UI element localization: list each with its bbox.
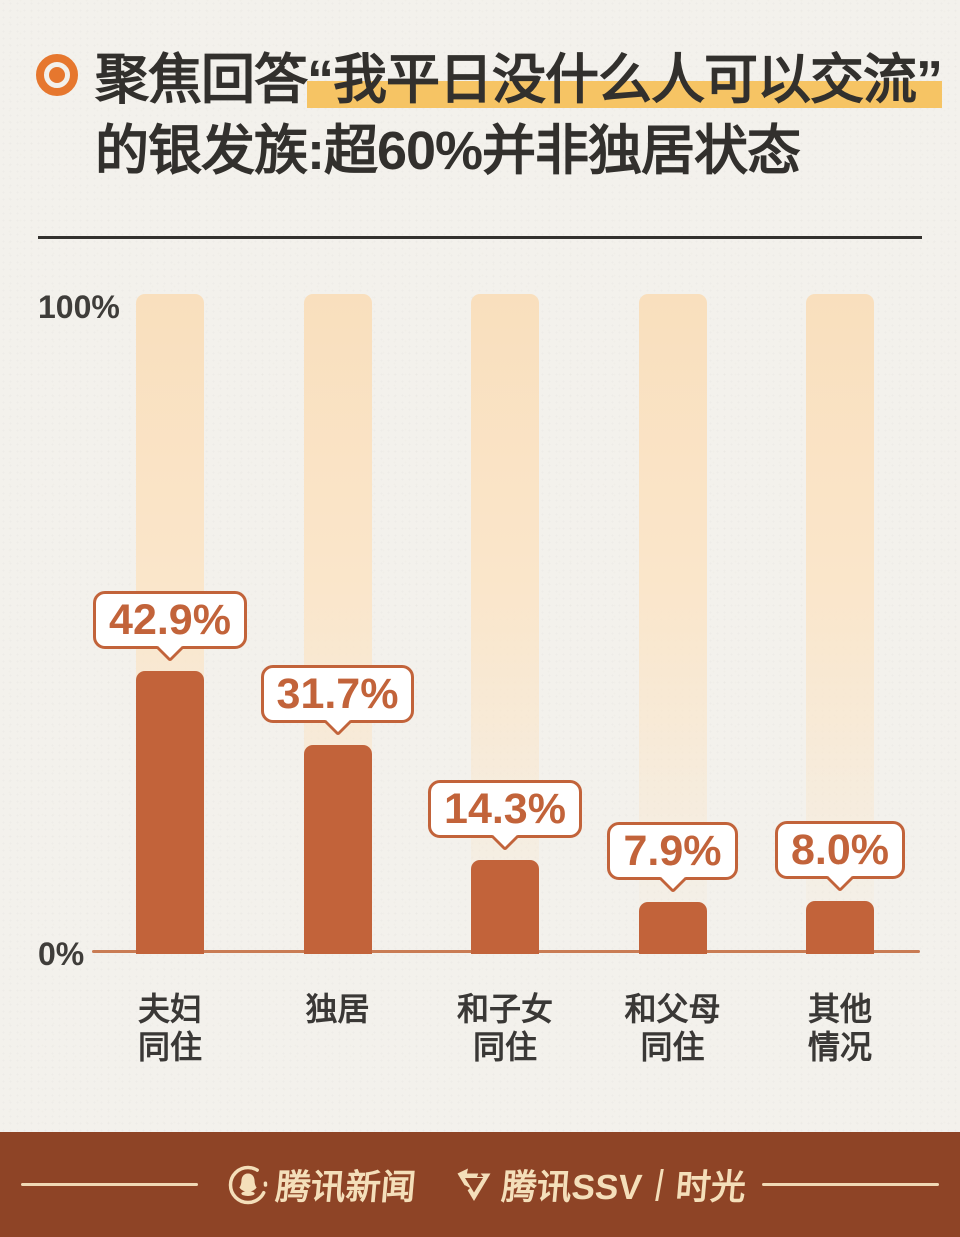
bar-track — [471, 294, 539, 954]
value-callout: 8.0% — [755, 821, 925, 893]
tencent-news-label: 腾讯新闻 — [274, 1168, 418, 1207]
tencent-ssv-logo-icon — [457, 1168, 491, 1201]
bar — [303, 744, 372, 954]
bullseye-dot — [49, 67, 65, 83]
chart-column-5: 8.0% — [755, 294, 925, 954]
bar — [638, 901, 707, 954]
category-label: 和子女 同住 — [456, 991, 553, 1065]
bar — [471, 859, 539, 954]
value-callout: 42.9% — [85, 590, 255, 663]
footer: 腾讯新闻 腾讯SSV 时光 — [0, 1132, 960, 1237]
footer-left-rule — [21, 1183, 199, 1186]
plot-area: 42.9% 31.7% 14.3% 7.9% 8.0% — [0, 294, 960, 954]
title-line1-prefix: 聚焦回答 — [95, 50, 308, 110]
page-title: 聚焦回答“我平日没什么人可以交流” 的银发族:超60%并非独居状态 — [95, 45, 957, 187]
chart-column-4: 7.9% — [588, 294, 758, 954]
bar — [806, 901, 874, 954]
category-label: 其他 情况 — [807, 991, 872, 1065]
y-axis-label-0: 0% — [38, 936, 85, 972]
value-callout: 14.3% — [420, 779, 590, 851]
value-callout: 31.7% — [253, 664, 423, 736]
category-label: 独居 — [305, 991, 370, 1027]
tencent-news-logo-icon — [229, 1165, 268, 1204]
chart-column-3: 14.3% — [420, 294, 590, 954]
bar — [136, 670, 204, 954]
bullseye-icon — [36, 54, 78, 96]
chart-column-1: 42.9% — [85, 294, 255, 954]
category-label: 夫妇 同住 — [137, 991, 202, 1065]
title-line2: 的银发族:超60%并非独居状态 — [95, 121, 801, 181]
footer-right-rule — [761, 1183, 939, 1186]
shiguang-label: 时光 — [673, 1168, 747, 1207]
footer-separator — [654, 1168, 664, 1201]
title-divider — [38, 236, 922, 239]
title-line1-highlight: “我平日没什么人可以交流” — [307, 50, 943, 110]
category-labels: 夫妇 同住 独居 和子女 同住 和父母 同住 其他 情况 — [0, 990, 960, 1075]
value-callout: 7.9% — [588, 821, 758, 894]
y-axis-label-100: 100% — [38, 289, 120, 325]
chart-column-2: 31.7% — [253, 294, 423, 954]
category-label: 和父母 同住 — [624, 991, 721, 1065]
tencent-ssv-label: 腾讯SSV — [500, 1168, 644, 1207]
